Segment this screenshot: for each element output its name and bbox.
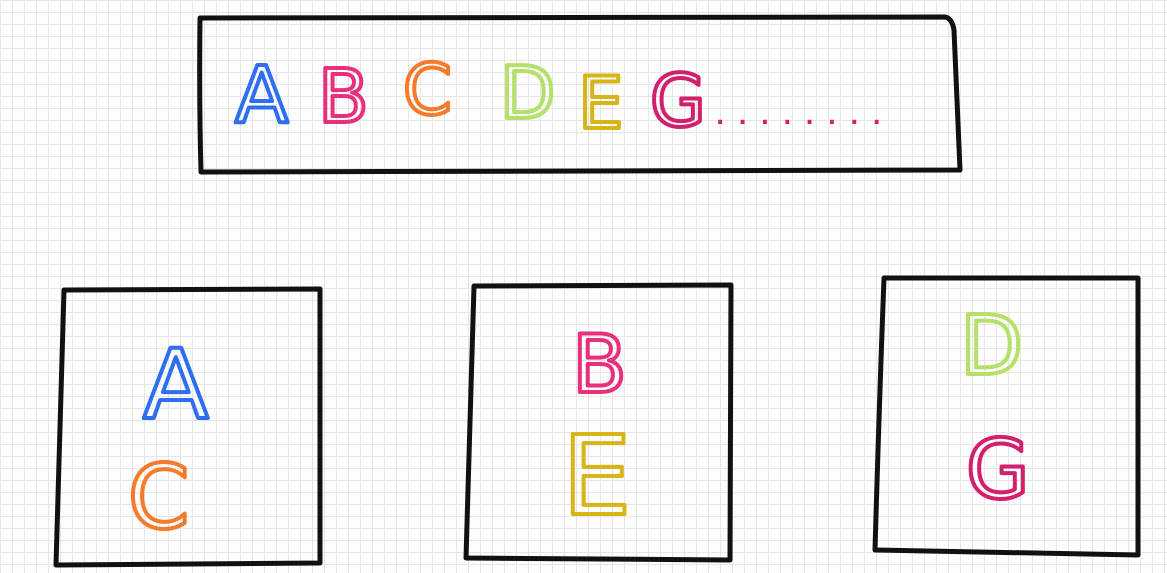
group-box-2	[463, 282, 734, 563]
group-1-letter-c: C	[128, 446, 189, 549]
group-2-letter-b: B	[572, 318, 627, 411]
sequence-letter-c: C	[403, 49, 452, 131]
sequence-letters: A B C D E G ........	[233, 47, 895, 147]
group-3-letter-d: D	[960, 299, 1023, 394]
sequence-box	[197, 14, 963, 175]
group-3-letter-g: G	[966, 423, 1030, 518]
group-2-letter-e: E	[562, 412, 632, 540]
sequence-letter-d: D	[500, 51, 555, 135]
group-box-3	[872, 275, 1141, 558]
sequence-letter-b: B	[318, 54, 369, 140]
group-box-1	[53, 286, 323, 568]
group-1-letter-a: A	[143, 329, 209, 441]
sequence-letter-a: A	[235, 51, 288, 141]
sequence-letter-g: G	[650, 59, 706, 143]
sequence-dots: ........	[716, 105, 895, 130]
sequence-letter-e: E	[578, 61, 624, 145]
